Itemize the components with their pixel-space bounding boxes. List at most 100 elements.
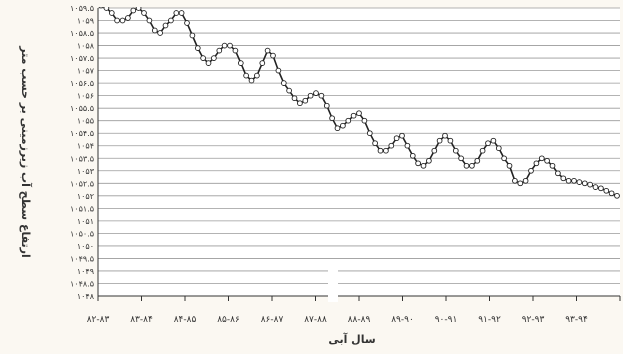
data-point xyxy=(415,160,421,167)
x-tick-label: ۹۳-۹۴ xyxy=(565,315,588,325)
x-tick-label: ۸۸-۸۹ xyxy=(348,315,371,325)
data-point xyxy=(598,185,604,192)
y-tick-label: ۱۰۵۰.۵ xyxy=(70,229,94,238)
data-point xyxy=(512,177,518,184)
data-point xyxy=(162,22,169,29)
data-point xyxy=(151,27,158,34)
data-point xyxy=(345,117,352,124)
data-point xyxy=(377,147,384,154)
y-tick-label: ۱۰۵۷.۵ xyxy=(70,54,94,63)
data-point xyxy=(383,147,389,154)
data-point xyxy=(458,155,464,162)
y-tick-label: ۱۰۵۱.۵ xyxy=(70,204,94,213)
data-point xyxy=(447,137,454,144)
y-tick-label: ۱۰۴۸ xyxy=(77,292,95,301)
data-point xyxy=(141,10,147,16)
data-point xyxy=(431,147,438,154)
y-tick-label: ۱۰۵۵.۵ xyxy=(70,104,94,113)
data-point xyxy=(168,17,174,24)
y-tick-label: ۱۰۵۶ xyxy=(77,92,94,101)
data-point xyxy=(221,42,228,49)
data-point xyxy=(307,92,314,99)
y-axis-title: ارتفاع سطح آب زیرزمینی بر حسب متر xyxy=(19,45,33,258)
data-point xyxy=(399,132,405,139)
data-point xyxy=(495,145,502,152)
data-point xyxy=(291,95,298,102)
x-tick-label: ۸۵-۸۶ xyxy=(217,315,240,325)
y-tick-label: ۱۰۵۲.۵ xyxy=(70,179,94,188)
data-point xyxy=(275,67,282,74)
x-tick-label: ۸۳-۸۴ xyxy=(130,315,153,325)
data-point xyxy=(581,180,588,187)
data-point xyxy=(108,10,115,16)
data-point xyxy=(436,137,443,144)
data-point xyxy=(264,47,271,54)
x-axis-title: سال آبی xyxy=(328,332,375,346)
y-tick-label: ۱۰۵۷ xyxy=(77,67,95,76)
y-tick-label: ۱۰۵۱ xyxy=(77,217,94,226)
data-point xyxy=(463,162,470,169)
x-tick-label: ۹۱-۹۲ xyxy=(478,315,501,325)
data-point xyxy=(522,177,529,184)
data-point xyxy=(372,140,378,147)
data-point xyxy=(237,60,244,66)
data-point xyxy=(490,137,497,144)
data-point xyxy=(184,20,190,26)
data-point xyxy=(200,55,206,61)
data-point xyxy=(189,32,196,39)
data-point xyxy=(587,181,593,188)
data-point xyxy=(608,190,615,197)
data-point xyxy=(146,17,153,24)
data-point xyxy=(361,117,368,124)
y-tick-label: ۱۰۵۵ xyxy=(77,117,94,126)
data-point xyxy=(243,72,249,79)
data-point xyxy=(227,42,233,49)
data-point xyxy=(409,152,416,159)
data-point xyxy=(549,162,556,169)
data-point xyxy=(555,170,561,177)
x-tick-label: ۸۷-۸۸ xyxy=(304,315,327,325)
data-point xyxy=(614,192,620,199)
y-tick-label: ۱۰۴۹ xyxy=(77,267,94,276)
data-point xyxy=(565,177,572,184)
plot-area xyxy=(98,8,620,296)
y-tick-label: ۱۰۵۹.۵ xyxy=(70,4,94,13)
data-point xyxy=(603,187,610,194)
data-point xyxy=(157,30,163,36)
data-point xyxy=(576,179,583,185)
data-point xyxy=(404,142,411,149)
data-point xyxy=(560,175,567,182)
data-point xyxy=(173,10,180,16)
data-point xyxy=(114,17,120,24)
data-point xyxy=(125,15,131,21)
y-tick-label: ۱۰۵۲ xyxy=(77,192,94,201)
data-point xyxy=(313,90,319,96)
data-point xyxy=(388,142,395,149)
data-point xyxy=(329,115,335,122)
data-point xyxy=(485,140,491,147)
data-point xyxy=(340,122,346,129)
y-tick-label: ۱۰۵۴ xyxy=(77,142,94,151)
data-point xyxy=(479,147,486,154)
y-tick-label: ۱۰۵۹ xyxy=(77,17,94,26)
data-point xyxy=(356,110,362,117)
data-point xyxy=(297,100,303,107)
x-tick-label: ۸۶-۸۷ xyxy=(261,315,284,325)
data-point xyxy=(469,162,475,169)
y-tick-label: ۱۰۵۰ xyxy=(77,242,94,251)
data-point xyxy=(194,45,201,51)
y-tick-label: ۱۰۵۶.۵ xyxy=(70,79,94,88)
y-tick-label: ۱۰۵۳ xyxy=(77,167,95,176)
y-tick-label: ۱۰۴۸.۵ xyxy=(70,279,94,288)
data-point xyxy=(130,7,137,14)
data-point xyxy=(528,167,534,174)
data-point xyxy=(205,60,212,66)
x-tick-label: ۹۲-۹۳ xyxy=(522,315,545,325)
data-point xyxy=(592,184,599,190)
x-tick-label: ۹۰-۹۱ xyxy=(435,315,458,325)
data-point xyxy=(254,72,260,79)
data-point xyxy=(318,92,325,99)
data-point xyxy=(452,147,459,154)
